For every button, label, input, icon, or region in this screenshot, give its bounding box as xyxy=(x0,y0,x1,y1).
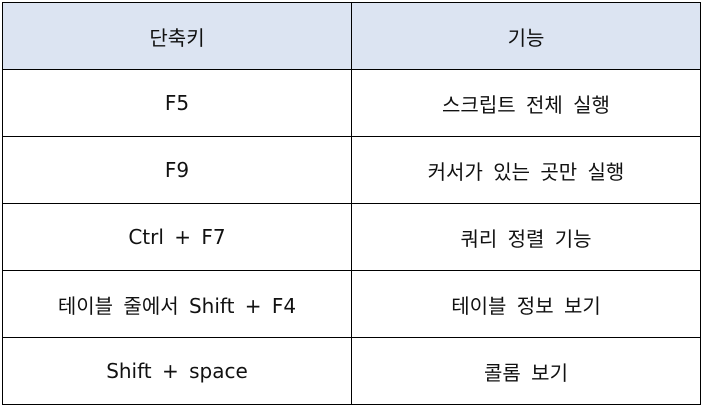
shortcut-cell: F5 xyxy=(2,69,352,137)
header-function: 기능 xyxy=(351,2,701,70)
table-row: 테이블 줄에서 Shift + F4 테이블 정보 보기 xyxy=(2,270,701,338)
header-shortcut: 단축키 xyxy=(2,2,352,70)
header-row: 단축키 기능 xyxy=(2,2,701,70)
table-row: F5 스크립트 전체 실행 xyxy=(2,69,701,137)
table-row: Shift + space 콜롬 보기 xyxy=(2,337,701,405)
function-cell: 쿼리 정렬 기능 xyxy=(351,203,701,271)
function-cell: 커서가 있는 곳만 실행 xyxy=(351,136,701,204)
function-cell: 콜롬 보기 xyxy=(351,337,701,405)
shortcut-cell: F9 xyxy=(2,136,352,204)
function-cell: 테이블 정보 보기 xyxy=(351,270,701,338)
shortcut-cell: 테이블 줄에서 Shift + F4 xyxy=(2,270,352,338)
shortcut-cell: Ctrl + F7 xyxy=(2,203,352,271)
table-row: F9 커서가 있는 곳만 실행 xyxy=(2,136,701,204)
table-row: Ctrl + F7 쿼리 정렬 기능 xyxy=(2,203,701,271)
function-cell: 스크립트 전체 실행 xyxy=(351,69,701,137)
shortcut-cell: Shift + space xyxy=(2,337,352,405)
